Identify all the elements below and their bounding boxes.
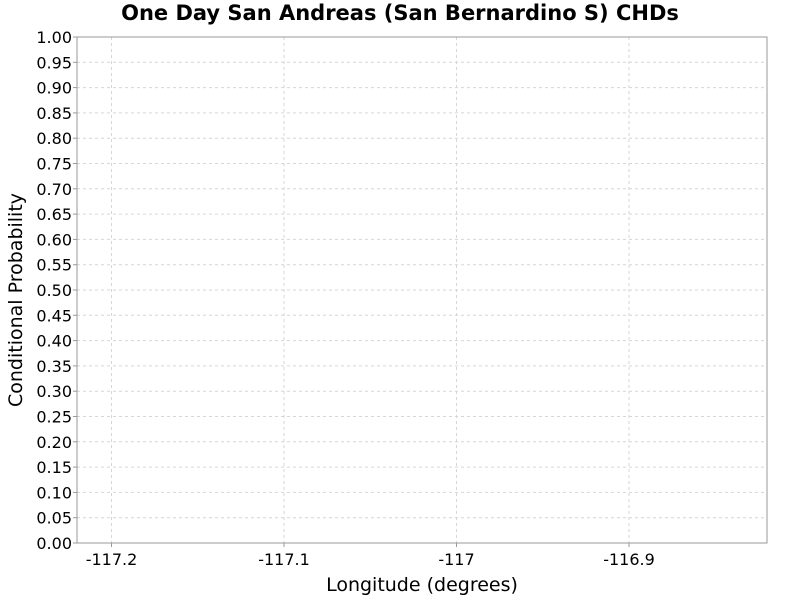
y-tick-label: 0.75 [36,155,72,174]
y-tick-label: 0.05 [36,509,72,528]
y-tick-label: 0.30 [36,382,72,401]
grid [77,36,767,544]
y-tick-label: 0.40 [36,332,72,351]
y-tick-label: 0.45 [36,306,72,325]
x-tick-label: -117 [438,550,474,569]
chart-title: One Day San Andreas (San Bernardino S) C… [121,1,679,25]
y-tick-label: 0.90 [36,79,72,98]
y-tick-label: 0.80 [36,129,72,148]
x-axis-label: Longitude (degrees) [326,574,518,596]
y-tick-label: 0.95 [36,53,72,72]
y-tick-label: 0.35 [36,357,72,376]
y-tick-label: 0.10 [36,483,72,502]
y-tick-label: 1.00 [36,28,72,47]
y-tick-label: 0.15 [36,458,72,477]
y-tick-label: 0.50 [36,281,72,300]
y-tick-label: 0.70 [36,180,72,199]
y-axis-label: Conditional Probability [5,193,27,407]
x-tick-label: -116.9 [603,550,655,569]
x-tick-label: -117.2 [86,550,138,569]
y-tick-label: 0.85 [36,104,72,123]
y-tick-label: 0.20 [36,433,72,452]
y-tick-label: 0.55 [36,256,72,275]
x-tick-label: -117.1 [258,550,310,569]
y-tick-label: 0.65 [36,205,72,224]
y-tick-label: 0.25 [36,408,72,427]
y-axis: 0.00 0.05 0.10 0.15 0.20 0.25 0.30 0.35 0.40 0.45… [36,28,77,553]
y-tick-label: 0.60 [36,230,72,249]
x-axis: -117.2 -117.1 -117 -116.9 [86,543,655,569]
y-tick-label: 0.00 [36,534,72,553]
